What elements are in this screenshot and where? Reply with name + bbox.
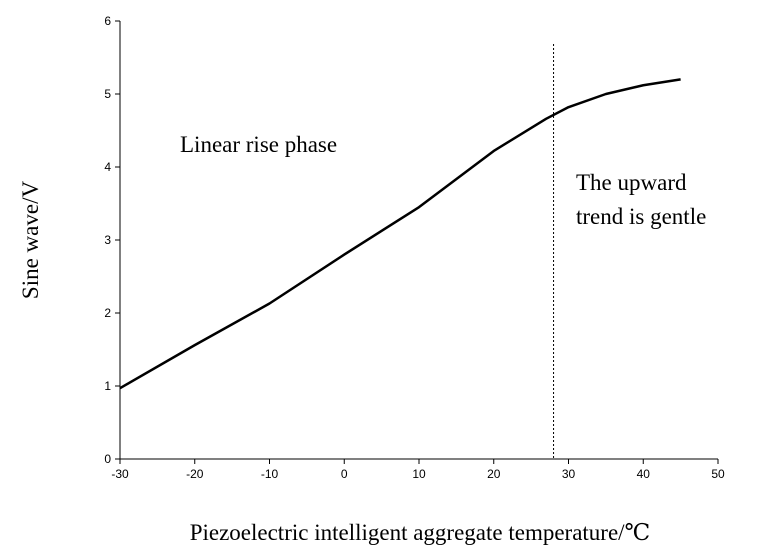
x-axis-label: Piezoelectric intelligent aggregate temp… [190, 520, 651, 545]
annotation: Linear rise phase [180, 132, 337, 157]
x-tick-label: -20 [186, 467, 204, 481]
x-tick-label: 50 [711, 467, 725, 481]
y-tick-label: 1 [104, 379, 111, 393]
x-tick-label: 20 [487, 467, 501, 481]
y-tick-label: 3 [104, 233, 111, 247]
y-tick-label: 4 [104, 160, 111, 174]
y-tick-label: 6 [104, 14, 111, 28]
x-tick-label: 40 [637, 467, 651, 481]
x-tick-label: 0 [341, 467, 348, 481]
y-tick-label: 5 [104, 87, 111, 101]
line-series [119, 78, 681, 390]
x-tick-label: 10 [412, 467, 426, 481]
y-tick-label: 0 [104, 452, 111, 466]
annotation: The upward [576, 170, 687, 195]
y-tick-label: 2 [104, 306, 111, 320]
y-axis-label: Sine wave/V [18, 181, 43, 300]
x-tick-label: 30 [562, 467, 576, 481]
x-tick-label: -10 [261, 467, 279, 481]
x-tick-label: -30 [111, 467, 129, 481]
annotation: trend is gentle [576, 204, 706, 229]
